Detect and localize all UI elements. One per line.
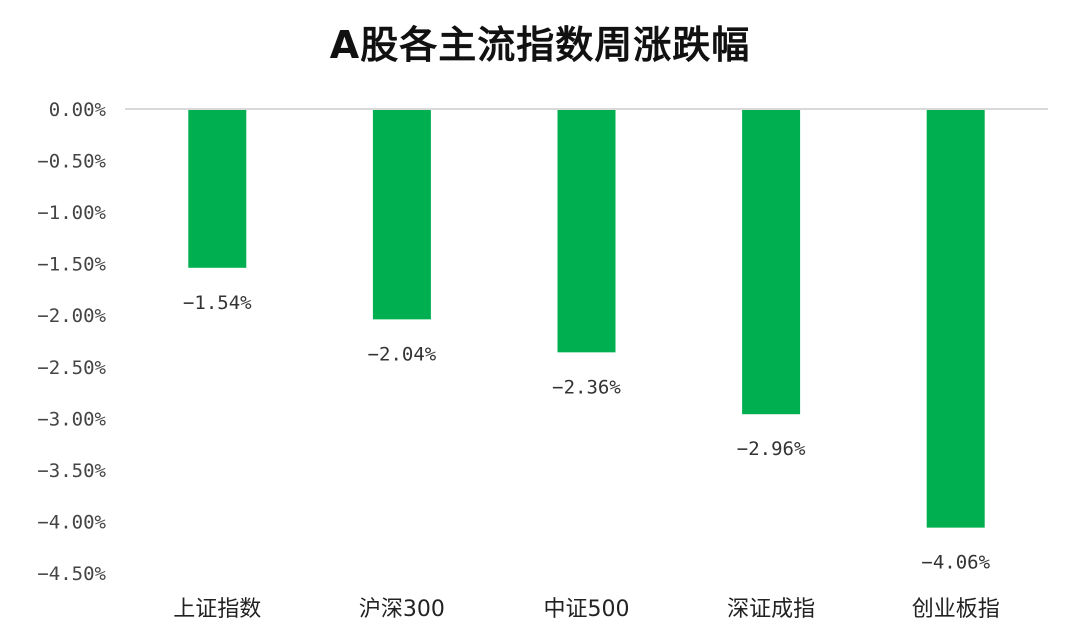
y-tick-label: −1.50% [37, 254, 106, 276]
y-tick-label: −4.00% [37, 511, 106, 533]
data-label: −2.96% [737, 438, 806, 460]
data-label: −2.36% [552, 376, 621, 398]
data-label: −2.04% [368, 343, 437, 365]
y-tick-label: −4.50% [37, 563, 106, 585]
y-tick-label: −0.50% [37, 151, 106, 173]
x-tick-label: 沪深300 [359, 597, 445, 622]
bar [188, 109, 247, 268]
data-label: −4.06% [921, 552, 990, 574]
x-tick-label: 上证指数 [173, 597, 261, 622]
x-tick-label: 中证500 [544, 597, 630, 622]
bar [557, 109, 616, 353]
x-tick-label: 深证成指 [727, 597, 815, 622]
chart-title: A股各主流指数周涨跌幅 [329, 23, 751, 67]
y-tick-label: −3.50% [37, 460, 106, 482]
bar [372, 109, 431, 320]
y-tick-label: 0.00% [49, 99, 107, 121]
bar [742, 109, 801, 415]
y-tick-label: −2.00% [37, 305, 106, 327]
y-tick-label: −3.00% [37, 408, 106, 430]
data-label: −1.54% [183, 292, 252, 314]
bar [926, 109, 985, 528]
y-tick-label: −1.00% [37, 202, 106, 224]
y-tick-label: −2.50% [37, 357, 106, 379]
x-tick-label: 创业板指 [912, 597, 1000, 622]
